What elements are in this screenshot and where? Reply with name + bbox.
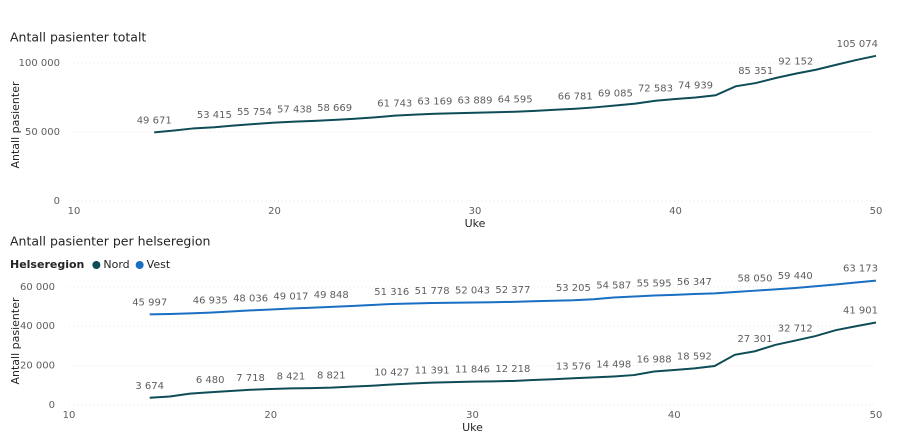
data-label: 12 218 bbox=[495, 364, 530, 375]
data-label: 18 592 bbox=[677, 351, 712, 362]
data-label: 10 427 bbox=[374, 367, 409, 378]
data-label: 54 587 bbox=[596, 281, 631, 292]
data-label: 11 846 bbox=[455, 365, 490, 376]
data-label: 105 074 bbox=[837, 39, 878, 50]
data-label: 51 778 bbox=[415, 286, 450, 297]
data-label: 52 043 bbox=[455, 286, 490, 297]
data-label: 45 997 bbox=[132, 297, 167, 308]
y-tick-label: 0 bbox=[49, 400, 55, 411]
data-label: 85 351 bbox=[738, 66, 773, 77]
data-label: 3 674 bbox=[135, 381, 164, 392]
data-line bbox=[154, 54, 877, 134]
data-label: 49 848 bbox=[314, 290, 349, 301]
y-tick-label: 100 000 bbox=[19, 58, 60, 69]
data-label: 63 169 bbox=[417, 97, 452, 108]
y-axis-label: Antall pasienter bbox=[9, 297, 22, 384]
data-label: 14 498 bbox=[596, 359, 631, 370]
data-label: 46 935 bbox=[193, 296, 228, 307]
data-label: 63 173 bbox=[843, 264, 878, 275]
data-line bbox=[149, 279, 877, 316]
data-label: 56 347 bbox=[677, 277, 712, 288]
data-label: 53 205 bbox=[556, 283, 591, 294]
x-tick-label: 30 bbox=[469, 206, 482, 217]
legend-label: Nord bbox=[103, 258, 129, 271]
x-tick-label: 10 bbox=[68, 206, 81, 217]
x-tick-label: 40 bbox=[669, 206, 682, 217]
data-label: 63 889 bbox=[458, 96, 493, 107]
data-label: 58 050 bbox=[737, 274, 772, 285]
y-tick-label: 60 000 bbox=[20, 282, 55, 293]
data-label: 6 480 bbox=[196, 375, 225, 386]
data-label: 13 576 bbox=[556, 361, 591, 372]
legend-marker bbox=[135, 261, 144, 269]
data-label: 8 821 bbox=[317, 371, 346, 382]
x-tick-label: 50 bbox=[870, 206, 883, 217]
data-label: 49 671 bbox=[137, 115, 172, 126]
data-label: 7 718 bbox=[236, 373, 265, 384]
x-tick-label: 30 bbox=[466, 410, 479, 421]
chart-title: Antall pasienter totalt bbox=[10, 30, 146, 45]
x-tick-label: 40 bbox=[668, 410, 681, 421]
data-label: 57 438 bbox=[277, 105, 312, 116]
data-label: 52 377 bbox=[495, 285, 530, 296]
chart-title: Antall pasienter per helseregion bbox=[10, 234, 210, 249]
x-axis-label: Uke bbox=[465, 217, 486, 230]
data-label: 11 391 bbox=[415, 366, 450, 377]
data-label: 51 316 bbox=[374, 287, 409, 298]
x-tick-label: 20 bbox=[268, 206, 281, 217]
x-tick-label: 50 bbox=[870, 410, 883, 421]
data-label: 48 036 bbox=[233, 293, 268, 304]
data-line bbox=[149, 321, 877, 399]
data-label: 55 754 bbox=[237, 107, 272, 118]
data-label: 53 415 bbox=[197, 110, 232, 121]
data-label: 66 781 bbox=[558, 92, 593, 103]
y-tick-label: 20 000 bbox=[20, 361, 55, 372]
data-label: 64 595 bbox=[498, 95, 533, 106]
data-label: 69 085 bbox=[598, 89, 633, 100]
y-tick-label: 50 000 bbox=[25, 127, 60, 138]
data-label: 27 301 bbox=[737, 334, 772, 345]
data-label: 16 988 bbox=[637, 355, 672, 366]
x-axis-label: Uke bbox=[462, 421, 483, 434]
y-tick-label: 40 000 bbox=[20, 321, 55, 332]
legend-title: Helseregion bbox=[10, 258, 84, 271]
data-label: 49 017 bbox=[273, 291, 308, 302]
data-label: 58 669 bbox=[317, 103, 352, 114]
data-label: 41 901 bbox=[843, 305, 878, 316]
data-label: 72 583 bbox=[638, 84, 673, 95]
legend-label: Vest bbox=[147, 258, 171, 271]
legend-marker bbox=[92, 261, 101, 269]
data-label: 61 743 bbox=[377, 99, 412, 110]
x-tick-label: 20 bbox=[264, 410, 277, 421]
x-tick-label: 10 bbox=[63, 410, 76, 421]
data-label: 8 421 bbox=[277, 371, 306, 382]
y-tick-label: 0 bbox=[54, 196, 60, 207]
y-axis-label: Antall pasienter bbox=[9, 81, 22, 168]
data-label: 74 939 bbox=[678, 80, 713, 91]
data-label: 32 712 bbox=[778, 324, 813, 335]
data-label: 55 595 bbox=[637, 279, 672, 290]
data-label: 59 440 bbox=[778, 271, 813, 282]
data-label: 92 152 bbox=[778, 57, 813, 68]
